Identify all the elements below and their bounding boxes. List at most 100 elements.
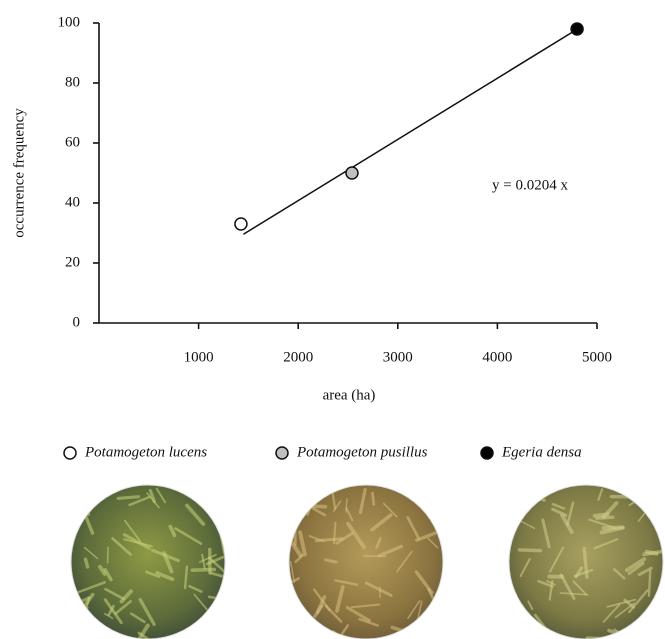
leaf [345, 606, 371, 623]
leaf [406, 515, 421, 540]
leaf [377, 544, 403, 558]
leaf [198, 553, 217, 563]
leaf [642, 549, 663, 557]
leaf [145, 570, 161, 578]
leaf [98, 564, 107, 576]
leaf [129, 612, 146, 624]
leaf [138, 597, 156, 627]
leaf [572, 580, 587, 596]
leaf [659, 485, 663, 507]
photo [288, 484, 444, 639]
leaf [208, 556, 225, 574]
leaf [546, 580, 556, 586]
x-tick-label: 1000 [184, 349, 214, 365]
leaf [122, 533, 151, 550]
x-tick-label: 5000 [582, 349, 612, 365]
leaf [168, 524, 177, 538]
leaf [613, 568, 626, 580]
photo [70, 484, 226, 639]
leaf [83, 557, 90, 569]
leaf [116, 495, 141, 500]
leaf [80, 494, 95, 505]
leaf [218, 608, 224, 620]
legend-marker [63, 446, 77, 460]
leaf [80, 490, 91, 517]
leaf [148, 488, 156, 504]
leaf [647, 569, 652, 597]
legend-label: Potamogeton pusillus [296, 444, 428, 460]
y-axis-label: occurrence frequency [11, 108, 27, 238]
leaf [588, 518, 617, 530]
leaf [193, 593, 209, 612]
y-tick-label: 40 [65, 194, 80, 210]
leaf [519, 557, 531, 577]
leaf [597, 488, 604, 501]
leaf [188, 584, 203, 593]
leaf [75, 598, 83, 622]
leaf [104, 587, 125, 601]
leaf [549, 546, 565, 573]
leaf [370, 513, 393, 532]
leaf [559, 592, 589, 596]
leaf [396, 550, 413, 573]
leaf [315, 595, 327, 615]
leaf [358, 487, 367, 515]
leaf [185, 503, 206, 526]
x-axis-label: area (ha) [323, 387, 376, 403]
leaf [624, 557, 647, 573]
leaf [332, 521, 337, 545]
leaf [335, 585, 345, 613]
leaf [150, 548, 180, 563]
leaf [440, 579, 443, 593]
point [345, 166, 359, 180]
leaf [593, 538, 619, 550]
leaf [74, 607, 89, 614]
leaf [371, 491, 376, 506]
leaf [183, 565, 189, 590]
leaf [311, 506, 327, 517]
leaf [199, 627, 225, 639]
leaf [364, 581, 393, 597]
leaf [111, 537, 133, 556]
point [570, 22, 584, 36]
leaf [592, 512, 610, 518]
leaf [114, 600, 132, 615]
leaf [442, 524, 443, 532]
leaf [312, 588, 331, 612]
leaf [83, 546, 99, 560]
leaf [71, 567, 73, 583]
legend-marker [480, 446, 494, 460]
leaf [345, 506, 354, 522]
leaf [517, 486, 528, 494]
leaf [627, 561, 645, 575]
leaf [201, 553, 206, 570]
leaf [509, 488, 513, 495]
leaf [527, 600, 534, 611]
leaf [64, 541, 69, 558]
leaf [544, 631, 554, 639]
leaf [566, 501, 575, 526]
leaf [389, 485, 404, 489]
leaf [334, 579, 359, 586]
leaf [79, 596, 90, 604]
leaf [573, 568, 594, 578]
legend-label: Potamogeton lucens [84, 444, 207, 460]
leaf [426, 607, 442, 613]
leaf [537, 579, 554, 588]
y-tick-label: 80 [65, 74, 80, 90]
point [234, 217, 248, 231]
leaf [637, 566, 653, 577]
leaf [103, 598, 123, 625]
leaf [628, 589, 649, 614]
y-tick-label: 60 [65, 134, 80, 150]
leaf [123, 519, 142, 542]
leaf [298, 530, 307, 557]
y-tick-label: 100 [58, 14, 81, 30]
x-tick-label: 4000 [482, 349, 512, 365]
leaf [644, 611, 657, 638]
leaf [155, 571, 175, 581]
leaf [628, 489, 657, 506]
leaf [407, 600, 421, 620]
